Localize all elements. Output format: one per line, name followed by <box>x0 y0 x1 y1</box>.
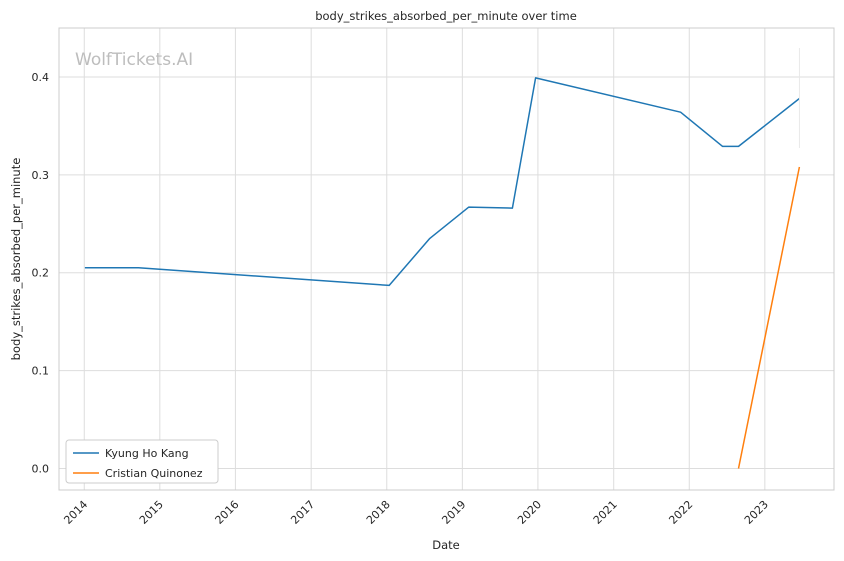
series-lines <box>84 48 801 469</box>
plot-frame <box>58 27 835 491</box>
legend-label: Cristian Quinonez <box>105 467 203 480</box>
series-line-1 <box>737 166 801 469</box>
y-tick-label: 0.0 <box>32 462 50 475</box>
y-tick-labels: 0.0 0.1 0.2 0.3 0.4 <box>32 71 50 476</box>
x-gridlines <box>83 28 766 490</box>
legend: Kyung Ho Kang Cristian Quinonez <box>65 439 219 484</box>
y-tick-label: 0.2 <box>32 267 50 280</box>
chart-title: body_strikes_absorbed_per_minute over ti… <box>315 9 577 23</box>
y-tick-label: 0.1 <box>32 365 50 378</box>
x-tick-label: 2022 <box>666 498 695 527</box>
legend-box <box>65 439 219 484</box>
y-tick-label: 0.4 <box>32 71 50 84</box>
y-axis-label: body_strikes_absorbed_per_minute <box>9 158 23 361</box>
legend-label: Kyung Ho Kang <box>105 447 189 460</box>
x-tick-label: 2015 <box>137 498 166 527</box>
x-tick-label: 2014 <box>61 498 90 527</box>
series-line-0 <box>84 77 800 287</box>
x-axis-label: Date <box>432 538 460 552</box>
x-tick-label: 2023 <box>742 498 771 527</box>
x-tick-labels: 2014 2015 2016 2017 2018 2019 2020 2021 2022 2023 <box>61 498 771 527</box>
y-gridlines <box>59 76 834 469</box>
x-tick-label: 2018 <box>364 498 393 527</box>
x-tick-label: 2016 <box>213 498 242 527</box>
x-tick-label: 2019 <box>439 498 468 527</box>
y-tick-label: 0.3 <box>32 169 50 182</box>
x-tick-label: 2021 <box>591 498 620 527</box>
x-tick-label: 2017 <box>288 498 317 527</box>
x-tick-label: 2020 <box>515 498 544 527</box>
watermark: WolfTickets.AI <box>75 50 193 70</box>
